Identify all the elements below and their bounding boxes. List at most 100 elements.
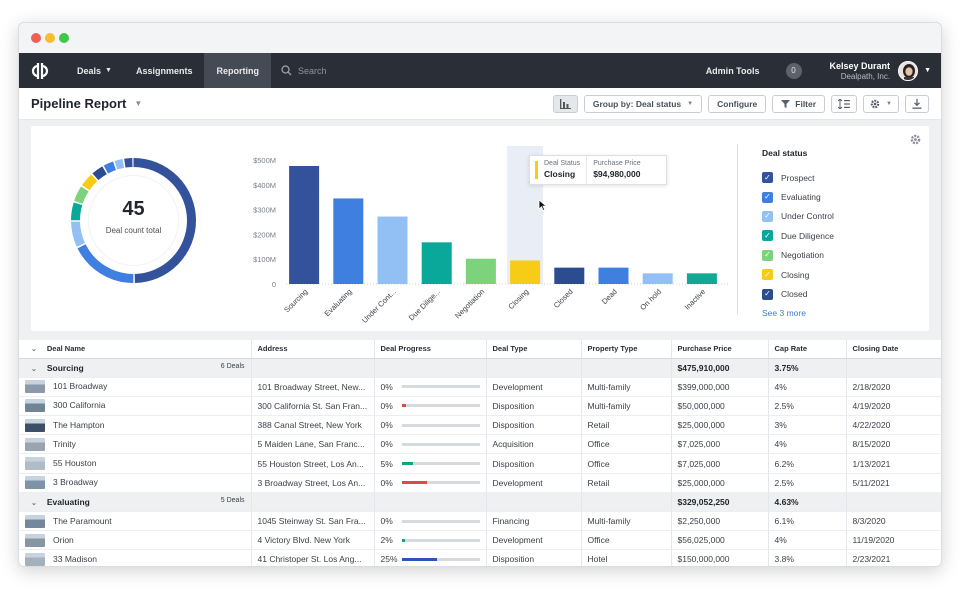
checkbox-checked-icon[interactable]: ✓ — [762, 210, 773, 222]
table-row[interactable]: The Paramount 1045 Steinway St. San Fra.… — [19, 511, 941, 532]
col-deal-type[interactable]: Deal Type — [486, 340, 582, 359]
col-address[interactable]: Address — [251, 340, 375, 359]
chevron-down-icon: ▼ — [687, 100, 694, 107]
maximize-window-icon[interactable] — [59, 33, 69, 43]
bar-due-dilige[interactable] — [421, 242, 452, 284]
close-window-icon[interactable] — [31, 33, 41, 43]
deal-name-cell[interactable]: Trinity — [19, 434, 252, 455]
bar-dead[interactable] — [598, 267, 629, 284]
checkbox-checked-icon[interactable]: ✓ — [762, 172, 773, 184]
deal-name-cell[interactable]: The Paramount — [19, 511, 252, 532]
progress-cell: 0% — [374, 511, 487, 532]
bar-on-hold[interactable] — [642, 273, 673, 284]
donut-chart[interactable]: 45 Deal count total — [61, 148, 206, 293]
user-info[interactable]: Kelsey Durant Dealpath, Inc. — [830, 61, 891, 81]
chevron-down-icon: ▼ — [105, 67, 112, 74]
bar-under-cont[interactable] — [377, 216, 408, 284]
bar-negotiation[interactable] — [465, 258, 496, 284]
deal-name-cell[interactable]: The Hampton — [19, 415, 252, 436]
col-deal-name[interactable]: ⌄ Deal Name — [19, 340, 252, 359]
group-name-cell[interactable]: ⌄ Sourcing 6 Deals — [19, 358, 252, 378]
row-density-button[interactable] — [831, 94, 858, 113]
checkbox-checked-icon[interactable]: ✓ — [762, 249, 773, 261]
chevron-down-icon[interactable]: ⌄ — [31, 499, 37, 507]
bar-evaluating[interactable] — [333, 198, 364, 284]
progress-value: 0% — [380, 477, 393, 488]
progress-cell: 0% — [374, 377, 487, 397]
legend-item[interactable]: ✓ Evaluating — [762, 187, 917, 206]
deal-name-cell[interactable]: 55 Houston — [19, 453, 252, 474]
group-row-sourcing[interactable]: ⌄ Sourcing 6 Deals $475,910,000 3.75% — [19, 358, 941, 378]
checkbox-checked-icon[interactable]: ✓ — [762, 269, 773, 281]
table-row[interactable]: The Hampton 388 Canal Street, New York 0… — [19, 415, 941, 436]
title-chevron-down-icon[interactable]: ▼ — [134, 99, 143, 108]
deal-name-cell[interactable]: 300 California — [19, 396, 252, 417]
group-name-cell[interactable]: ⌄ Evaluating 5 Deals — [19, 492, 252, 513]
checkbox-checked-icon[interactable]: ✓ — [762, 288, 773, 300]
deal-name-cell[interactable]: 3 Broadway — [19, 473, 252, 493]
table-row[interactable]: 101 Broadway 101 Broadway Street, New...… — [19, 377, 941, 397]
group-by-dropdown[interactable]: Group by: Deal status ▼ — [583, 94, 703, 113]
legend-item[interactable]: ✓ Closing — [762, 265, 917, 284]
col-closing-date[interactable]: Closing Date — [846, 340, 941, 359]
admin-tools-link[interactable]: Admin Tools — [705, 65, 760, 76]
table-row[interactable]: 55 Houston 55 Houston Street, Los An... … — [19, 453, 941, 474]
dealpath-logo-icon[interactable] — [31, 61, 49, 81]
chevron-down-icon[interactable]: ⌄ — [31, 365, 37, 373]
deal-type-cell: Development — [486, 473, 582, 493]
settings-dropdown[interactable]: ▼ — [863, 94, 899, 113]
table-row[interactable]: Orion 4 Victory Blvd. New York 2% Develo… — [19, 530, 941, 551]
group-row-evaluating[interactable]: ⌄ Evaluating 5 Deals $329,052,250 4.63% — [19, 492, 941, 513]
chart-view-button[interactable] — [552, 94, 578, 113]
x-tick-label: Under Cont... — [360, 287, 398, 325]
address-cell: 4 Victory Blvd. New York — [251, 530, 375, 551]
nav-reporting[interactable]: Reporting — [204, 53, 271, 88]
notification-badge[interactable]: 0 — [785, 62, 802, 79]
legend-item[interactable]: ✓ Closed — [762, 284, 917, 303]
progress-value: 2% — [380, 535, 393, 546]
user-menu-chevron-icon[interactable]: ▼ — [924, 67, 931, 74]
table-row[interactable]: 3 Broadway 3 Broadway Street, Los An... … — [19, 473, 941, 493]
deal-name-cell[interactable]: 33 Madison — [19, 549, 252, 566]
nav-assignments-label: Assignments — [135, 65, 193, 76]
deal-name-cell[interactable]: 101 Broadway — [19, 377, 252, 397]
legend-item[interactable]: ✓ Prospect — [762, 168, 917, 187]
table-row[interactable]: 33 Madison 41 Christoper St. Los Ang... … — [19, 549, 941, 566]
table-row[interactable]: 300 California 300 California St. San Fr… — [19, 396, 941, 417]
col-deal-progress[interactable]: Deal Progress — [374, 340, 487, 359]
col-property-type[interactable]: Property Type — [581, 340, 672, 359]
see-more-link[interactable]: See 3 more — [762, 307, 806, 318]
page-title[interactable]: Pipeline Report — [31, 96, 127, 111]
legend-item[interactable]: ✓ Due Diligence — [762, 226, 917, 245]
search-input[interactable]: Search — [281, 65, 327, 76]
price-cell: $25,000,000 — [671, 473, 769, 493]
checkbox-checked-icon[interactable]: ✓ — [762, 230, 773, 242]
chart-settings-gear-icon[interactable] — [910, 134, 921, 145]
col-cap-rate[interactable]: Cap Rate — [768, 340, 847, 359]
bar-closed[interactable] — [554, 267, 585, 284]
group-cell — [846, 358, 941, 378]
top-nav: Deals ▼ Assignments Reporting Search Adm… — [19, 53, 941, 88]
bar-sourcing[interactable] — [289, 165, 320, 284]
bar-inactive[interactable] — [686, 273, 717, 284]
deal-name-cell[interactable]: Orion — [19, 530, 252, 551]
filter-button[interactable]: Filter — [772, 94, 826, 113]
configure-button[interactable]: Configure — [708, 94, 767, 113]
bar-closing[interactable] — [510, 260, 541, 284]
checkbox-checked-icon[interactable]: ✓ — [762, 191, 773, 203]
legend-item[interactable]: ✓ Negotiation — [762, 246, 917, 265]
y-tick-label: $500M — [253, 156, 276, 165]
download-button[interactable] — [905, 94, 929, 113]
col-purchase-price[interactable]: Purchase Price — [671, 340, 769, 359]
legend-item[interactable]: ✓ Under Control — [762, 207, 917, 226]
table-row[interactable]: Trinity 5 Maiden Lane, San Franc... 0% A… — [19, 434, 941, 455]
cap-rate-cell: 4% — [768, 530, 847, 551]
minimize-window-icon[interactable] — [45, 33, 55, 43]
avatar[interactable] — [898, 60, 919, 81]
collapse-all-chevron-icon[interactable]: ⌄ — [31, 346, 37, 354]
nav-deals[interactable]: Deals ▼ — [65, 53, 124, 88]
donut-segment[interactable] — [71, 158, 196, 283]
deal-type-cell: Disposition — [486, 415, 582, 436]
x-tick-label: Negotiation — [453, 287, 486, 320]
nav-assignments[interactable]: Assignments — [124, 53, 205, 88]
